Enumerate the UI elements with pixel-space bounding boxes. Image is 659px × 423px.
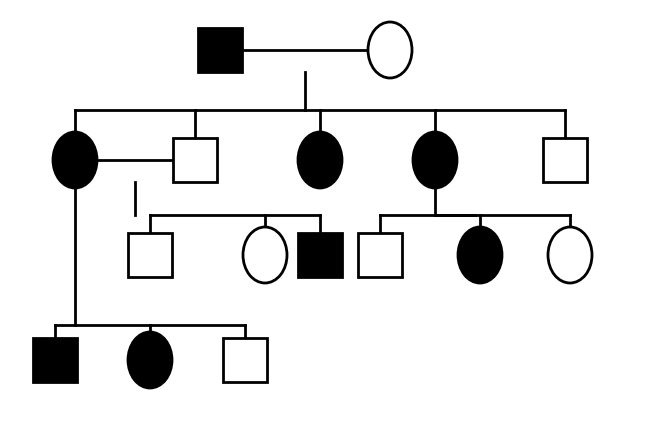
Bar	[33, 338, 77, 382]
Bar	[128, 233, 172, 277]
Bar	[358, 233, 402, 277]
Bar	[173, 138, 217, 182]
Ellipse shape	[548, 227, 592, 283]
Ellipse shape	[368, 22, 412, 78]
Ellipse shape	[458, 227, 502, 283]
Ellipse shape	[298, 132, 342, 188]
Bar	[543, 138, 587, 182]
Bar	[198, 28, 242, 72]
Bar	[298, 233, 342, 277]
Ellipse shape	[128, 332, 172, 388]
Bar	[223, 338, 267, 382]
Ellipse shape	[413, 132, 457, 188]
Ellipse shape	[53, 132, 97, 188]
Ellipse shape	[243, 227, 287, 283]
